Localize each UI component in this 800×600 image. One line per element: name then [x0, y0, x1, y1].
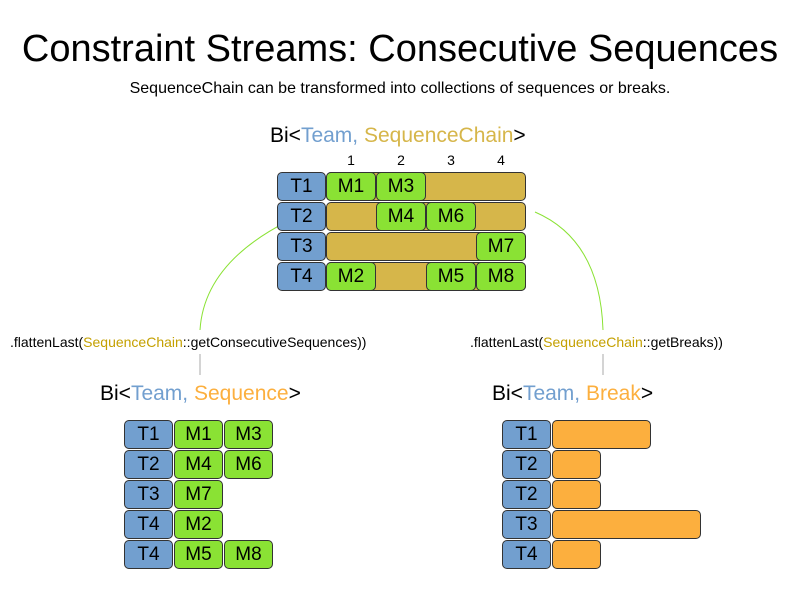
match-cell: M1: [174, 420, 223, 449]
team-cell: T4: [502, 540, 551, 569]
match-cell: M1: [326, 172, 376, 201]
call-prefix: .flattenLast(: [470, 334, 544, 350]
page-title: Constraint Streams: Consecutive Sequence…: [21, 28, 779, 70]
header-prefix: Bi<: [270, 124, 301, 147]
team-cell: T1: [277, 172, 326, 201]
column-number: 1: [347, 152, 355, 168]
match-cell: M3: [376, 172, 426, 201]
flatten-breaks-call: .flattenLast(SequenceChain::getBreaks)): [470, 334, 723, 350]
column-number: 3: [447, 152, 455, 168]
header-team: Team: [522, 382, 575, 405]
connector-right: [534, 211, 604, 331]
team-cell: T4: [124, 510, 173, 539]
call-class: SequenceChain: [543, 334, 643, 350]
team-cell: T1: [124, 420, 173, 449]
team-cell: T2: [277, 202, 326, 231]
top-type-header: Bi<Team, SequenceChain>: [270, 124, 526, 148]
flatten-sequences-call: .flattenLast(SequenceChain::getConsecuti…: [10, 334, 366, 350]
header-suffix: >: [288, 382, 301, 405]
header-sep: ,: [182, 382, 194, 405]
column-number: 4: [497, 152, 505, 168]
break-bar: [552, 510, 701, 539]
header-sep: ,: [574, 382, 586, 405]
sequence-type-header: Bi<Team, Sequence>: [100, 382, 301, 406]
match-cell: M3: [224, 420, 273, 449]
header-type: Sequence: [193, 382, 289, 405]
page-subtitle: SequenceChain can be transformed into co…: [129, 80, 671, 97]
call-class: SequenceChain: [83, 334, 183, 350]
break-bar: [552, 540, 601, 569]
header-team: Team: [130, 382, 183, 405]
team-cell: T2: [502, 450, 551, 479]
match-cell: M2: [326, 262, 376, 291]
break-bar: [552, 450, 601, 479]
header-suffix: >: [513, 124, 526, 147]
call-prefix: .flattenLast(: [10, 334, 84, 350]
match-cell: M5: [174, 540, 223, 569]
header-sep: ,: [352, 124, 364, 147]
match-cell: M7: [174, 480, 223, 509]
team-cell: T1: [502, 420, 551, 449]
match-cell: M8: [224, 540, 273, 569]
header-prefix: Bi<: [100, 382, 131, 405]
header-type: Break: [585, 382, 641, 405]
call-suffix: ::getConsecutiveSequences)): [182, 334, 367, 350]
match-cell: M4: [174, 450, 223, 479]
team-cell: T4: [124, 540, 173, 569]
header-suffix: >: [640, 382, 654, 405]
team-cell: T2: [502, 480, 551, 509]
column-number: 2: [397, 152, 405, 168]
match-cell: M6: [426, 202, 476, 231]
team-cell: T3: [277, 232, 326, 261]
team-cell: T3: [124, 480, 173, 509]
break-bar: [552, 420, 651, 449]
match-cell: M2: [174, 510, 223, 539]
match-cell: M4: [376, 202, 426, 231]
team-cell: T3: [502, 510, 551, 539]
match-cell: M6: [224, 450, 273, 479]
call-suffix: ::getBreaks)): [642, 334, 723, 350]
team-cell: T4: [277, 262, 326, 291]
header-prefix: Bi<: [492, 382, 523, 405]
match-cell: M7: [476, 232, 526, 261]
break-bar: [552, 480, 601, 509]
team-cell: T2: [124, 450, 173, 479]
match-cell: M5: [426, 262, 476, 291]
match-cell: M8: [476, 262, 526, 291]
header-team: Team: [300, 124, 353, 147]
break-type-header: Bi<Team, Break>: [492, 382, 653, 406]
header-type: SequenceChain: [363, 124, 514, 147]
